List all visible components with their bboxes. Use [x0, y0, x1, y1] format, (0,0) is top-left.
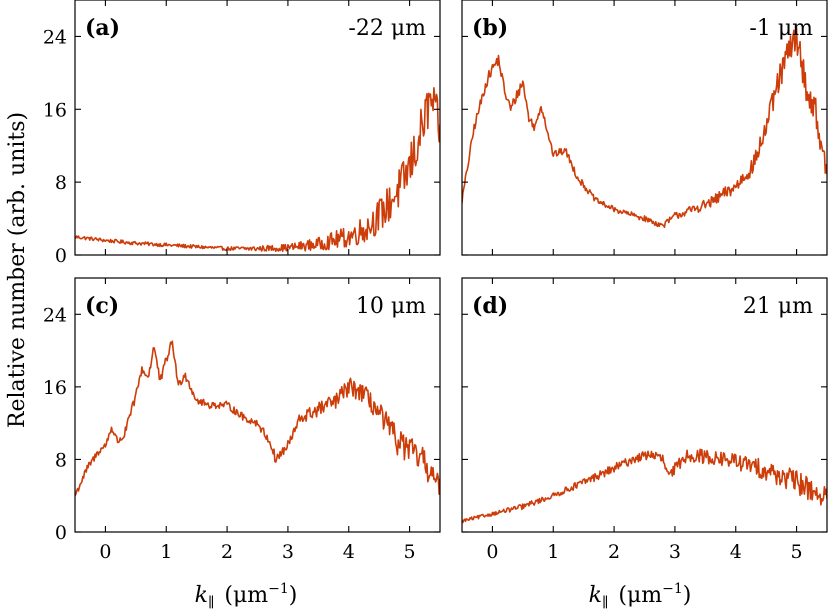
x-axis-label-right: k∥ (μm−1) [589, 581, 692, 611]
position-label: -1 μm [749, 16, 813, 41]
y-tick-label: 24 [43, 26, 67, 48]
x-tick-label: 2 [221, 541, 233, 563]
y-tick-label: 16 [43, 99, 67, 121]
panel-label: (d) [472, 293, 508, 319]
x-tick-label: 4 [343, 541, 355, 563]
panel-label: (b) [472, 15, 508, 41]
axes-frame [461, 0, 828, 256]
panel-d: 0 1 2 3 4 5 (d) 21 μm [461, 277, 828, 563]
y-tick-label: 0 [55, 522, 67, 544]
x-tick-label: 0 [486, 541, 498, 563]
panel-label: (a) [85, 15, 120, 41]
y-tick-label: 0 [55, 245, 67, 267]
axes-frame [461, 277, 828, 533]
panel-c: 0 1 2 3 4 5 0 8 16 24 (c) 10 μm [43, 277, 441, 563]
position-label: 21 μm [743, 294, 813, 319]
x-tick-label: 3 [282, 541, 294, 563]
x-tick-label: 5 [404, 541, 416, 563]
panel-a: 0 8 16 24 (a) -22 μm [43, 0, 441, 267]
x-axis-label-left: k∥ (μm−1) [195, 581, 298, 611]
position-label: 10 μm [356, 294, 426, 319]
y-axis-label: Relative number (arb. units) [5, 112, 30, 428]
panel-label: (c) [85, 293, 119, 319]
x-tick-label: 5 [791, 541, 803, 563]
axes-frame [74, 0, 441, 256]
panel-b: (b) -1 μm [461, 0, 828, 256]
position-label: -22 μm [348, 16, 426, 41]
y-tick-label: 16 [43, 377, 67, 399]
spectrum-line [462, 448, 827, 524]
axes-frame [74, 277, 441, 533]
y-tick-label: 24 [43, 304, 67, 326]
x-tick-label: 4 [730, 541, 742, 563]
x-tick-label: 1 [547, 541, 559, 563]
spectrum-line [75, 340, 440, 497]
y-tick-label: 8 [55, 172, 67, 194]
x-tick-label: 0 [99, 541, 111, 563]
spectrum-line [462, 27, 827, 229]
x-tick-label: 1 [160, 541, 172, 563]
y-tick-label: 8 [55, 449, 67, 471]
spectrum-line [75, 86, 440, 253]
x-tick-label: 2 [608, 541, 620, 563]
x-tick-label: 3 [669, 541, 681, 563]
